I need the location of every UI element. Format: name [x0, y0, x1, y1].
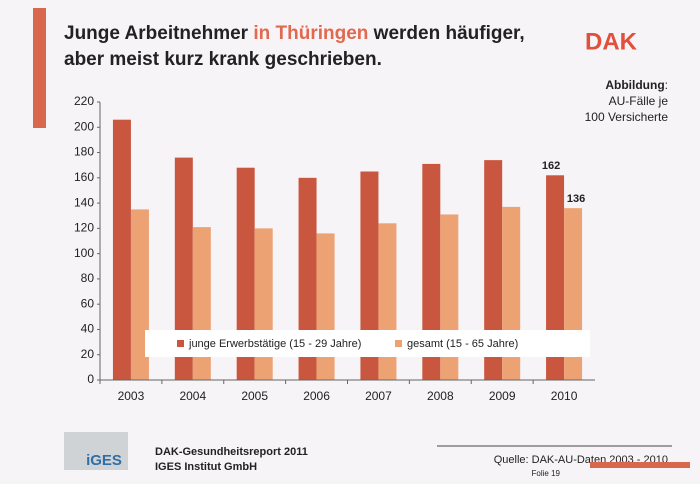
y-tick-label: 100	[74, 246, 94, 260]
bar	[236, 167, 255, 380]
bar	[192, 227, 211, 380]
bar	[298, 177, 317, 380]
y-tick-label: 60	[81, 296, 95, 310]
bar	[360, 171, 379, 380]
legend-swatch	[177, 340, 184, 347]
y-tick-label: 80	[81, 271, 95, 285]
iges-logo: iGES	[86, 452, 122, 469]
x-tick-label: 2005	[241, 389, 268, 403]
logo-box	[572, 30, 650, 54]
y-tick-label: 120	[74, 221, 94, 235]
footer-page: Folie 19	[532, 469, 561, 478]
y-tick-label: 140	[74, 195, 94, 209]
title-part: Junge Arbeitnehmer	[64, 23, 249, 44]
note-colon: :	[665, 78, 668, 92]
title-part: werden häufiger,	[373, 23, 525, 44]
x-tick-label: 2006	[303, 389, 330, 403]
bar	[254, 228, 273, 380]
bar	[422, 163, 441, 380]
x-tick-label: 2009	[489, 389, 516, 403]
y-tick-label: 40	[81, 322, 95, 336]
y-tick-label: 0	[87, 372, 94, 386]
value-label: 136	[567, 193, 585, 205]
bar	[174, 157, 193, 380]
legend-label: junge Erwerbstätige (15 - 29 Jahre)	[188, 338, 361, 350]
dak-logo: DAK	[585, 28, 638, 55]
bar	[112, 119, 131, 380]
x-tick-label: 2010	[551, 389, 578, 403]
y-tick-label: 200	[74, 119, 94, 133]
note-label-text: Abbildung	[605, 78, 664, 92]
x-tick-label: 2004	[179, 389, 206, 403]
footer-report: DAK-Gesundheitsreport 2011	[155, 446, 308, 458]
accent-bar	[33, 8, 46, 128]
bar	[316, 233, 335, 380]
x-tick-label: 2007	[365, 389, 392, 403]
bar	[484, 160, 503, 380]
title-highlight: in Thüringen	[253, 23, 368, 44]
bar	[130, 209, 149, 380]
x-tick-label: 2008	[427, 389, 454, 403]
legend-label: gesamt (15 - 65 Jahre)	[407, 338, 518, 350]
slide-title: Junge Arbeitnehmer in Thüringen werden h…	[64, 23, 525, 44]
slide-title: aber meist kurz krank geschrieben.	[64, 49, 382, 70]
note-text: AU-Fälle je	[609, 94, 669, 108]
chart: 0 20 40 60 80 100 120 140 160 180 200 220 2003 2004 20…	[74, 94, 595, 403]
note-label: Abbildung:	[605, 78, 668, 92]
y-tick-label: 220	[74, 94, 94, 108]
value-label: 162	[542, 160, 560, 172]
y-tick-label: 20	[81, 347, 95, 361]
legend-swatch	[395, 340, 402, 347]
y-tick-label: 160	[74, 170, 94, 184]
accent-bar	[590, 462, 690, 468]
x-tick-label: 2003	[118, 389, 145, 403]
note-text: 100 Versicherte	[585, 110, 669, 124]
y-tick-label: 180	[74, 145, 94, 159]
legend	[145, 330, 590, 357]
footer-institute: IGES Institut GmbH	[155, 461, 257, 473]
bar	[546, 175, 565, 380]
iges-logo-box	[64, 432, 128, 470]
